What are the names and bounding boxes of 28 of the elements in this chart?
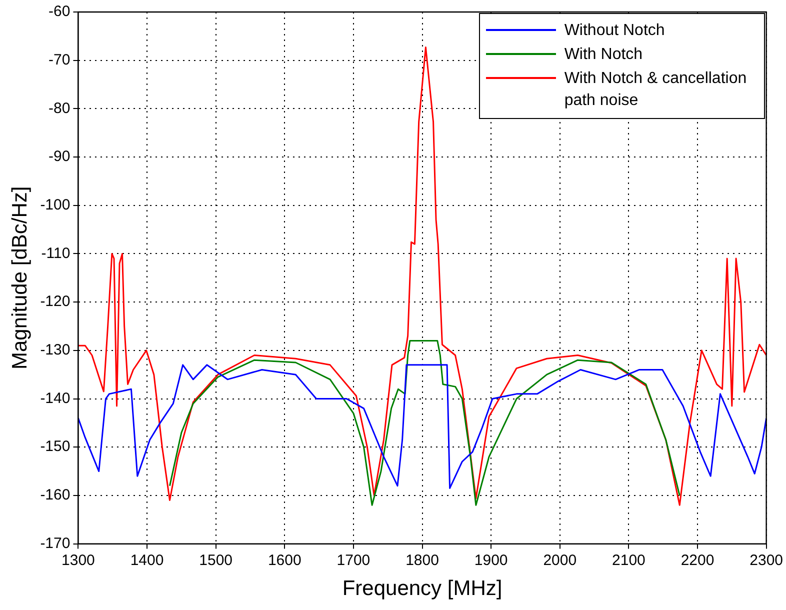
y-tick-label: -70: [48, 51, 70, 68]
y-axis-title: Magnitude [dBc/Hz]: [8, 186, 32, 370]
y-tick-label: -110: [41, 244, 70, 262]
legend-label: With Notch: [564, 45, 644, 65]
y-tick-label: -140: [40, 390, 70, 407]
x-tick-label: 2100: [612, 552, 646, 569]
y-tick-label: -100: [40, 196, 70, 214]
y-tick-label: -130: [40, 342, 70, 359]
x-tick-label: 1500: [199, 552, 233, 569]
y-tick-label: -60: [48, 3, 70, 20]
y-tick-label: -170: [40, 534, 70, 552]
x-tick-label: 1600: [268, 552, 302, 569]
y-tick-label: -160: [40, 486, 70, 504]
x-tick-label: 1300: [62, 552, 95, 569]
x-tick-label: 2000: [543, 552, 577, 569]
y-tick-label: -120: [40, 293, 70, 310]
y-tick-label: -80: [48, 100, 70, 117]
x-axis-title: Frequency [MHz]: [342, 577, 502, 600]
x-tick-label: 1700: [336, 552, 370, 569]
x-tick-label: 1800: [406, 552, 439, 569]
x-tick-label: 1400: [130, 552, 164, 569]
legend-label: Without Notch: [564, 21, 666, 41]
y-tick-label: -90: [48, 148, 70, 166]
legend-label: With Notch & cancellation path noise: [564, 69, 748, 111]
x-tick-label: 2300: [750, 552, 784, 569]
x-tick-label: 2200: [680, 552, 714, 569]
y-tick-label: -150: [40, 438, 70, 456]
x-tick-label: 1900: [474, 552, 508, 569]
